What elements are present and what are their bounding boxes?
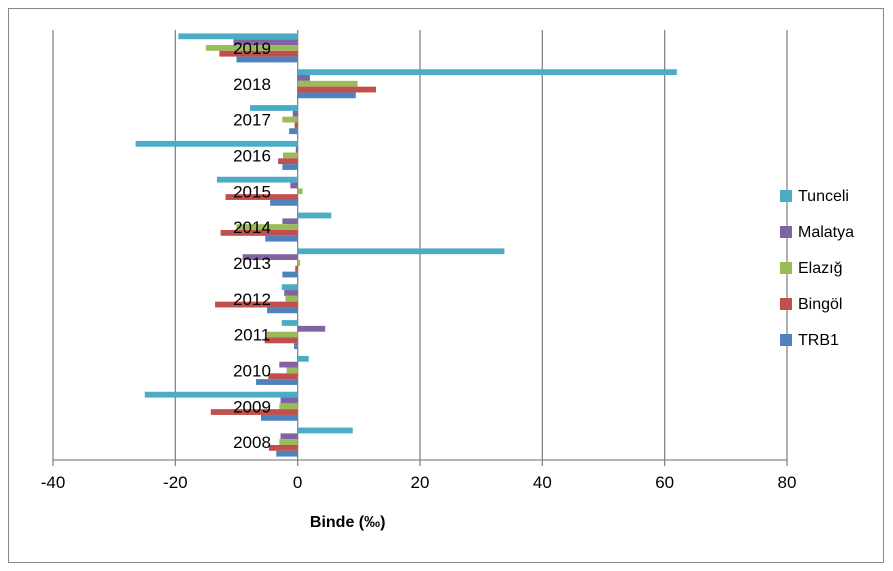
bar-malatya-2019 xyxy=(233,39,298,46)
bar-malatya-2015 xyxy=(290,182,298,189)
bar-tunceli-2012 xyxy=(281,284,298,291)
category-label: 2014 xyxy=(233,218,271,237)
x-tick-label: -40 xyxy=(41,473,66,492)
bar-tunceli-2015 xyxy=(216,176,298,183)
category-label: 2013 xyxy=(233,254,271,273)
legend-swatch xyxy=(780,334,792,346)
legend-label: Elazığ xyxy=(798,260,842,277)
bar-bing-l-2012 xyxy=(215,301,298,308)
bar-malatya-2017 xyxy=(292,110,298,117)
bar-elaz--2014 xyxy=(236,224,298,230)
category-label: 2008 xyxy=(233,433,271,452)
bar-trb1-2019 xyxy=(236,56,298,63)
category-label: 2010 xyxy=(233,361,271,380)
legend-label: Tunceli xyxy=(798,188,849,205)
bar-trb1-2018 xyxy=(297,92,356,99)
bar-trb1-2010 xyxy=(256,379,298,385)
bar-elaz--2009 xyxy=(279,403,298,410)
bar-bing-l-2010 xyxy=(268,373,298,380)
bar-tunceli-2017 xyxy=(249,105,298,111)
x-tick-label: 0 xyxy=(293,473,302,492)
category-label: 2018 xyxy=(233,75,271,94)
x-tick-label: 20 xyxy=(411,473,430,492)
legend-swatch xyxy=(780,226,792,238)
x-axis-title: Binde (‰) xyxy=(310,514,386,531)
legend-swatch xyxy=(780,298,792,310)
legend-label: Bingöl xyxy=(798,296,842,313)
category-label: 2015 xyxy=(233,182,271,201)
bar-bing-l-2018 xyxy=(297,86,376,93)
bar-bing-l-2016 xyxy=(278,158,298,165)
bar-elaz--2019 xyxy=(205,45,298,51)
bar-tunceli-2019 xyxy=(178,33,298,40)
bar-trb1-2016 xyxy=(282,164,298,170)
bar-tunceli-2014 xyxy=(297,212,332,219)
bar-malatya-2008 xyxy=(280,433,298,440)
category-label: 2017 xyxy=(233,111,271,130)
legend: Tunceli Malatya Elazığ Bingöl TRB1 xyxy=(780,188,854,349)
category-label: 2019 xyxy=(233,39,271,58)
bar-malatya-2011 xyxy=(297,325,326,332)
bar-trb1-2011 xyxy=(293,343,298,350)
legend-swatch xyxy=(780,262,792,274)
bar-bing-l-2009 xyxy=(210,409,298,415)
bar-bing-l-2014 xyxy=(220,229,298,236)
bar-bing-l-2017 xyxy=(294,122,298,129)
bar-trb1-2017 xyxy=(289,128,298,135)
category-label: 2009 xyxy=(233,397,271,416)
bar-malatya-2013 xyxy=(242,254,298,261)
bar-trb1-2012 xyxy=(267,307,298,314)
legend-label: TRB1 xyxy=(798,332,839,349)
bars xyxy=(135,33,677,457)
x-tick-label: 40 xyxy=(533,473,552,492)
bar-trb1-2008 xyxy=(276,450,298,457)
bar-bing-l-2015 xyxy=(225,194,298,200)
category-labels: 2019 2018 2017 2016 2015 2014 2013 2012 2011 2010… xyxy=(233,39,271,452)
bar-trb1-2013 xyxy=(282,271,298,278)
bar-elaz--2010 xyxy=(286,367,298,374)
bar-elaz--2012 xyxy=(285,295,298,302)
bar-tunceli-2010 xyxy=(297,355,309,362)
bar-malatya-2009 xyxy=(280,397,298,404)
bar-elaz--2016 xyxy=(282,152,298,159)
bar-tunceli-2011 xyxy=(281,320,298,326)
category-label: 2012 xyxy=(233,290,271,309)
legend-label: Malatya xyxy=(798,224,854,241)
bar-bing-l-2013 xyxy=(295,265,298,272)
bar-malatya-2012 xyxy=(284,290,298,296)
bar-tunceli-2008 xyxy=(297,427,353,434)
bar-bing-l-2019 xyxy=(219,50,298,57)
x-tick-label: 60 xyxy=(655,473,674,492)
x-tick-label: 80 xyxy=(778,473,797,492)
bar-trb1-2015 xyxy=(270,199,298,206)
x-tick-labels: -40 -20 0 20 40 60 80 xyxy=(41,473,797,492)
x-tick-label: -20 xyxy=(163,473,188,492)
bar-tunceli-2013 xyxy=(297,248,505,255)
bar-elaz--2018 xyxy=(297,80,358,87)
category-label: 2011 xyxy=(234,326,271,345)
bar-malatya-2018 xyxy=(297,75,310,81)
bar-malatya-2010 xyxy=(279,361,298,368)
bar-bing-l-2008 xyxy=(268,444,298,451)
chart-frame xyxy=(8,8,884,563)
bar-tunceli-2016 xyxy=(135,140,298,147)
bar-tunceli-2018 xyxy=(297,69,677,76)
bar-elaz--2017 xyxy=(282,116,298,123)
bar-elaz--2015 xyxy=(297,188,303,195)
bar-trb1-2009 xyxy=(260,414,298,421)
bar-bing-l-2011 xyxy=(264,337,298,344)
bar-malatya-2016 xyxy=(295,146,298,153)
legend-swatch xyxy=(780,190,792,202)
bar-elaz--2008 xyxy=(279,439,298,445)
bar-malatya-2014 xyxy=(282,218,298,225)
gridlines xyxy=(52,30,788,466)
bar-trb1-2014 xyxy=(265,235,298,242)
bar-elaz--2013 xyxy=(297,260,301,266)
bar-elaz--2011 xyxy=(267,331,298,338)
category-label: 2016 xyxy=(233,146,271,165)
bar-tunceli-2009 xyxy=(144,391,298,398)
